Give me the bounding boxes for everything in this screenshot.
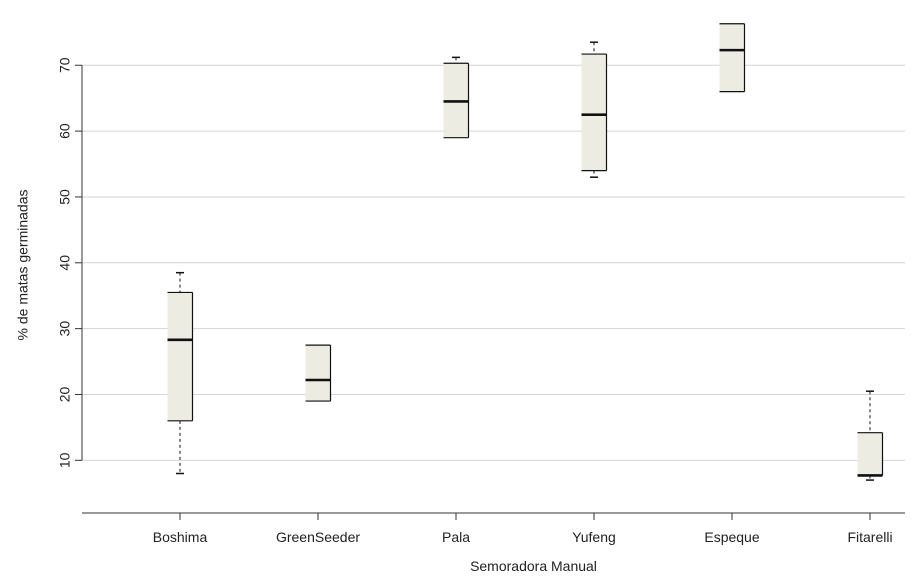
x-tick-label-boshima: Boshima <box>153 529 208 545</box>
box-body-espeque <box>719 23 745 92</box>
axis-layer <box>81 65 905 514</box>
box-fitarelli <box>857 390 884 481</box>
x-tick-label-yufeng: Yufeng <box>572 529 616 545</box>
box-body-boshima <box>167 292 193 421</box>
y-tick-label-10: 10 <box>57 452 73 468</box>
x-tick-label-greenseeder: GreenSeeder <box>276 529 360 545</box>
box-boshima <box>167 271 194 475</box>
x-axis-title: Semoradora Manual <box>470 558 597 574</box>
box-greenseeder <box>305 344 332 402</box>
x-tick-label-fitarelli: Fitarelli <box>847 529 892 545</box>
box-body-yufeng <box>581 54 607 171</box>
box-yufeng <box>581 41 608 178</box>
y-tick-label-50: 50 <box>57 189 73 205</box>
y-tick-label-20: 20 <box>57 386 73 402</box>
y-tick-label-40: 40 <box>57 255 73 271</box>
box-body-greenseeder <box>305 345 331 402</box>
box-body-fitarelli <box>857 432 883 476</box>
box-pala <box>443 56 470 139</box>
y-tick-label-30: 30 <box>57 321 73 337</box>
box-layer <box>167 23 884 481</box>
x-ticks: Boshima GreenSeeder Pala Yufeng Espeque Fitar… <box>153 513 893 545</box>
y-tick-label-70: 70 <box>57 57 73 73</box>
y-tick-label-60: 60 <box>57 123 73 139</box>
box-espeque <box>719 23 746 93</box>
y-ticks: 10 20 30 40 50 60 70 <box>57 57 82 468</box>
x-tick-label-pala: Pala <box>442 529 470 545</box>
y-axis-title: % de matas germinadas <box>15 190 31 341</box>
grid-layer <box>82 64 905 461</box>
x-tick-label-espeque: Espeque <box>704 529 759 545</box>
